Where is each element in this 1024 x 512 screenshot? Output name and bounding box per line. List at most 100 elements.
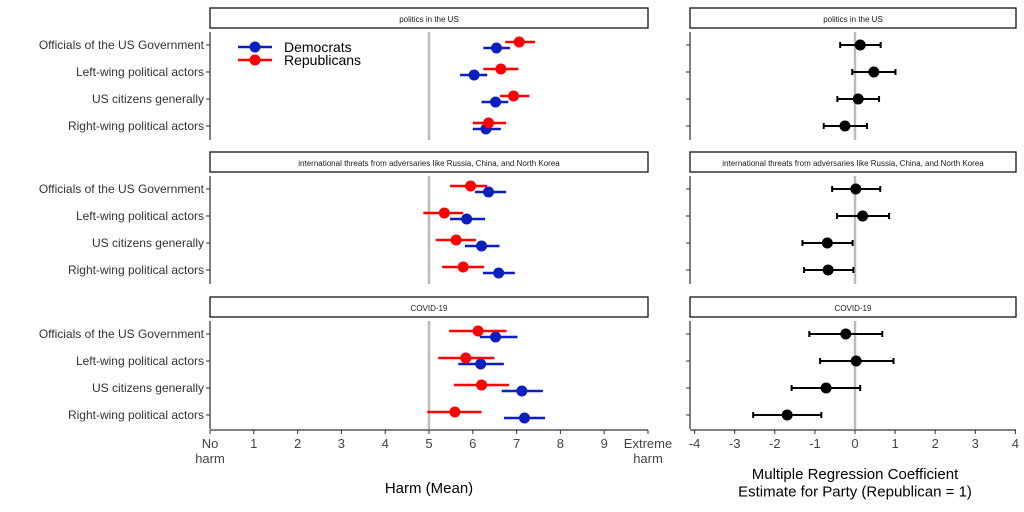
strip-title-line: COVID-19 [411, 304, 448, 313]
strip-title-line: politics in the US [823, 15, 883, 24]
legend-label: Republicans [284, 52, 361, 68]
category-label: Right-wing political actors [68, 408, 204, 422]
point-coefficient [781, 409, 793, 421]
x-tick-label: 2 [294, 436, 301, 451]
x-tick-label-line: No [202, 436, 219, 451]
category-label-line: Right-wing political actors [68, 408, 204, 422]
category-label: Left-wing political actors [76, 209, 204, 223]
x-tick-label-line: 7 [513, 436, 520, 451]
point-coefficient [840, 328, 852, 340]
point-democrats [468, 69, 480, 81]
category-label-line: Left-wing political actors [76, 209, 204, 223]
strip-left [209, 151, 649, 173]
point-coefficient [854, 39, 866, 51]
point-democrats [476, 240, 488, 252]
x-tick-label: 1 [891, 436, 898, 451]
x-tick-label: -3 [729, 436, 741, 451]
point-republicans [476, 379, 488, 391]
x-axis-title-line: Multiple Regression Coefficient [752, 466, 959, 483]
point-democrats [490, 96, 502, 108]
point-democrats [518, 412, 530, 424]
category-label-line: US citizens generally [92, 92, 204, 106]
point-coefficient [821, 237, 833, 249]
x-tick-label: -4 [689, 436, 701, 451]
strip-title: international threats from adversaries l… [722, 159, 984, 168]
x-tick-label: Extreme harm [624, 436, 672, 466]
legend-label-line: Democrats [284, 39, 352, 55]
point-coefficient [868, 66, 880, 78]
legend-key-point [249, 41, 261, 53]
x-tick-label-line: 2 [932, 436, 939, 451]
point-coefficient [852, 93, 864, 105]
point-republicans [508, 90, 520, 102]
strip-title: politics in the US [399, 15, 459, 24]
point-republicans [483, 117, 495, 129]
category-label-line: Officials of the US Government [39, 38, 205, 52]
x-tick-label: -2 [769, 436, 781, 451]
point-democrats [490, 331, 502, 343]
strip-left [209, 296, 649, 318]
x-tick-label-line: Extreme [624, 436, 672, 451]
x-tick-label: 5 [425, 436, 432, 451]
strip-title-line: COVID-19 [835, 304, 872, 313]
strip-title-line: international threats from adversaries l… [722, 159, 984, 168]
point-republicans [513, 36, 525, 48]
x-tick-label-line: -2 [769, 436, 781, 451]
legend-label: Democrats [284, 39, 352, 55]
category-label-line: US citizens generally [92, 381, 204, 395]
category-label: Left-wing political actors [76, 354, 204, 368]
category-label: Officials of the US Government [39, 38, 205, 52]
x-tick-label: 1 [250, 436, 257, 451]
point-coefficient [820, 382, 832, 394]
x-tick-label-line: 4 [382, 436, 389, 451]
point-republicans [449, 406, 461, 418]
category-label: US citizens generally [92, 236, 204, 250]
x-tick-label: 4 [1012, 436, 1019, 451]
point-republicans [472, 325, 484, 337]
x-axis-title: Multiple Regression Coefficient Estimate … [738, 466, 972, 500]
x-tick-label-line: 3 [338, 436, 345, 451]
x-tick-label-line: -4 [689, 436, 701, 451]
x-tick-label-line: 1 [891, 436, 898, 451]
point-coefficient [857, 210, 869, 222]
strip-right [689, 151, 1017, 173]
x-tick-label-line: -1 [809, 436, 821, 451]
point-coefficient [822, 264, 834, 276]
x-tick-label-line: -3 [729, 436, 741, 451]
category-label: US citizens generally [92, 92, 204, 106]
x-tick-label-line: 5 [425, 436, 432, 451]
point-democrats [493, 267, 505, 279]
x-tick-label: 9 [601, 436, 608, 451]
x-tick-label: 7 [513, 436, 520, 451]
x-tick-label: 2 [932, 436, 939, 451]
category-label: Right-wing political actors [68, 119, 204, 133]
point-democrats [461, 213, 473, 225]
strip-title: international threats from adversaries l… [298, 159, 560, 168]
strip-right [689, 296, 1017, 318]
strip-right [689, 7, 1017, 29]
x-tick-label-line: 6 [469, 436, 476, 451]
x-axis-title: Harm (Mean) [385, 480, 473, 497]
x-tick-label-line: harm [195, 451, 225, 466]
point-coefficient [850, 355, 862, 367]
category-label-line: Right-wing political actors [68, 119, 204, 133]
legend-key-point [249, 54, 261, 66]
x-axis-title-line: Estimate for Party (Republican = 1) [738, 483, 972, 500]
x-tick-label-line: 2 [294, 436, 301, 451]
point-democrats [516, 385, 528, 397]
x-tick-label: -1 [809, 436, 821, 451]
category-label: US citizens generally [92, 381, 204, 395]
strip-title: COVID-19 [411, 304, 448, 313]
category-label-line: Officials of the US Government [39, 182, 205, 196]
strip-title-line: politics in the US [399, 15, 459, 24]
x-tick-label-line: 4 [1012, 436, 1019, 451]
x-tick-label: No harm [195, 436, 225, 466]
category-label: Right-wing political actors [68, 263, 204, 277]
strip-title: politics in the US [823, 15, 883, 24]
x-tick-label: 6 [469, 436, 476, 451]
x-tick-label-line: 0 [851, 436, 858, 451]
category-label-line: Left-wing political actors [76, 65, 204, 79]
category-label-line: Right-wing political actors [68, 263, 204, 277]
strip-title: COVID-19 [835, 304, 872, 313]
